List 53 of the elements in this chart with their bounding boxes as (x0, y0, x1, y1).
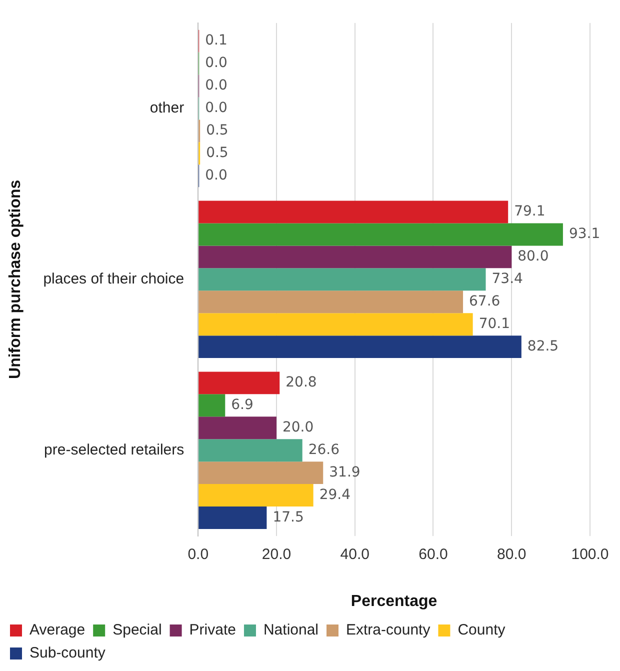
x-tick-label: 20.0 (262, 546, 292, 563)
x-tick-label: 80.0 (497, 546, 526, 563)
legend-label: Average (30, 622, 86, 639)
bar (198, 506, 267, 529)
bar (198, 336, 522, 358)
legend-label: County (458, 622, 506, 639)
legend-label: Special (112, 622, 162, 639)
data-label: 79.1 (514, 204, 546, 220)
data-label: 0.5 (206, 122, 228, 139)
x-tick-label: 0.0 (188, 546, 209, 563)
x-tick-label: 60.0 (418, 546, 448, 563)
data-label: 0.1 (205, 32, 228, 49)
x-tick-label: 40.0 (340, 546, 370, 563)
data-label: 6.9 (231, 397, 254, 414)
legend-label: Sub-county (30, 644, 106, 662)
bar (198, 313, 473, 336)
data-label: 0.5 (206, 145, 228, 162)
data-label: 26.6 (308, 442, 340, 458)
bar (198, 439, 302, 462)
bar (198, 246, 512, 268)
data-label: 0.0 (205, 168, 228, 184)
data-label: 29.4 (319, 486, 351, 503)
bar (198, 462, 324, 484)
data-label: 73.4 (492, 271, 524, 288)
data-label: 0.0 (205, 78, 228, 94)
data-label: 82.5 (527, 338, 559, 354)
data-label: 70.1 (478, 316, 510, 332)
data-label: 0.0 (205, 55, 228, 72)
data-label: 80.0 (518, 248, 549, 265)
data-label: 67.6 (469, 294, 500, 310)
x-tick-label: 100.0 (571, 546, 609, 563)
bar (198, 416, 276, 440)
x-axis-title: Percentage (350, 592, 438, 610)
y-tick-label: pre-selected retailers (44, 441, 184, 458)
y-tick-label: other (150, 100, 184, 117)
bar (198, 484, 314, 506)
legend-label: National (263, 622, 319, 639)
bar (198, 372, 280, 394)
legend-label: Extra-county (346, 622, 431, 639)
bar (198, 290, 464, 314)
y-axis-title: Uniform purchase options (7, 180, 24, 379)
data-label: 93.1 (568, 226, 600, 242)
data-label: 0.0 (205, 100, 228, 116)
bar (198, 394, 226, 417)
data-label: 20.8 (286, 374, 317, 391)
bar (198, 223, 563, 246)
bar (198, 200, 508, 224)
legend-label: Private (189, 622, 236, 639)
y-tick-label: places of their choice (43, 270, 184, 288)
data-label: 17.5 (272, 509, 304, 526)
data-label: 20.0 (282, 420, 314, 436)
bar (198, 268, 486, 291)
data-label: 31.9 (329, 464, 360, 480)
